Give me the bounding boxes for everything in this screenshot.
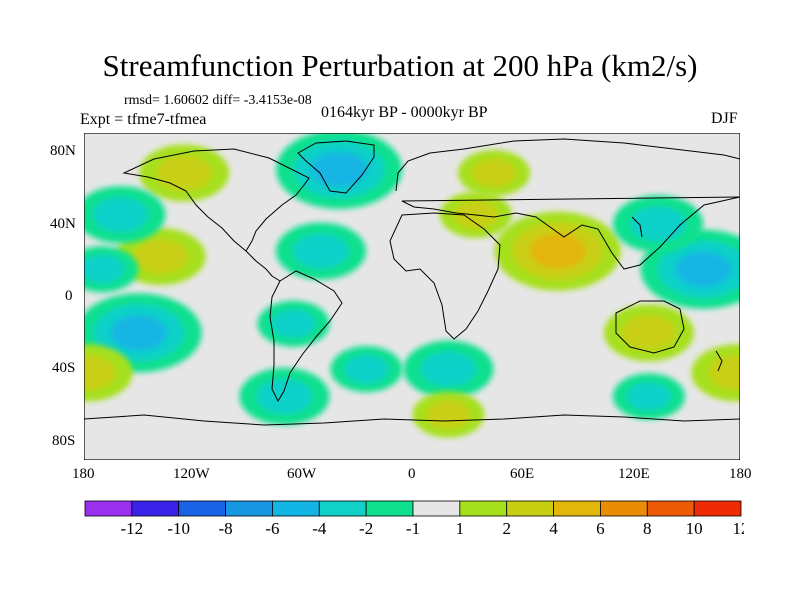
lat-label-0: 0 bbox=[65, 288, 73, 304]
anomaly-7 bbox=[257, 300, 330, 347]
anomaly-band bbox=[92, 197, 149, 233]
anomaly-band bbox=[708, 355, 740, 391]
coastlines bbox=[84, 138, 740, 426]
lon-label-180e: 180 bbox=[729, 466, 752, 482]
colorbar-box bbox=[272, 500, 320, 517]
anomaly-11 bbox=[412, 391, 485, 438]
anomaly-band bbox=[311, 151, 368, 187]
anomaly-18 bbox=[612, 373, 685, 420]
colorbar-box bbox=[693, 500, 742, 517]
map-title: Streamfunction Perturbation at 200 hPa (… bbox=[102, 48, 698, 83]
colorbar-label: -4 bbox=[312, 519, 327, 538]
anomaly-17 bbox=[603, 304, 694, 362]
anomaly-band bbox=[471, 158, 517, 188]
anomaly-16 bbox=[613, 195, 703, 253]
anomaly-band bbox=[132, 238, 189, 275]
anomaly-5 bbox=[276, 133, 403, 209]
colorbar-box bbox=[131, 500, 180, 517]
lat-label-80n: 80N bbox=[50, 143, 76, 159]
colorbar-box bbox=[506, 500, 554, 517]
anomaly-12 bbox=[458, 149, 530, 196]
colorbar-box bbox=[553, 500, 601, 517]
colorbar-label: 1 bbox=[456, 519, 465, 538]
colorbar-box bbox=[459, 500, 508, 517]
lon-label-120e: 120E bbox=[618, 466, 650, 482]
anomaly-band bbox=[630, 206, 686, 242]
coastline-japan bbox=[631, 216, 643, 238]
colorbar-box bbox=[646, 500, 695, 517]
experiment-label: Expt = tfme7-tfmea bbox=[80, 111, 207, 128]
anomaly-4 bbox=[84, 246, 139, 293]
colorbar-box bbox=[178, 500, 226, 517]
lon-label-60e: 60E bbox=[510, 466, 535, 482]
coastline-north-america bbox=[122, 148, 310, 252]
colorbar-label: 12 bbox=[733, 519, 745, 538]
coastline-greenland bbox=[297, 140, 375, 194]
lon-label-0: 0 bbox=[408, 466, 416, 482]
coastline-central-america bbox=[245, 250, 281, 282]
lon-label-180w: 180 bbox=[72, 466, 95, 482]
coastline-new-zealand bbox=[715, 350, 723, 372]
coastline-australia bbox=[615, 300, 685, 354]
anomaly-9 bbox=[239, 367, 330, 425]
colorbar-label: 10 bbox=[686, 519, 703, 538]
colorbar-label: -1 bbox=[406, 519, 420, 538]
anomaly-13 bbox=[494, 211, 621, 291]
colorbar-box bbox=[365, 500, 414, 517]
colorbar-label: -10 bbox=[167, 519, 190, 538]
anomaly-band bbox=[110, 315, 167, 351]
coastline-eurasia bbox=[395, 138, 740, 270]
colorbar-box bbox=[318, 500, 367, 517]
anomaly-layer bbox=[84, 133, 740, 438]
colorbar-label: -6 bbox=[265, 519, 279, 538]
anomaly-band bbox=[344, 355, 389, 384]
anomaly-8 bbox=[330, 346, 403, 393]
anomaly-3 bbox=[84, 293, 202, 373]
colorbar: -12-10-8-6-4-2-1124681012 bbox=[84, 500, 745, 538]
anomaly-6 bbox=[275, 222, 366, 280]
colorbar-label: -12 bbox=[121, 519, 144, 538]
anomaly-band bbox=[256, 378, 313, 414]
anomaly-10 bbox=[403, 340, 494, 398]
anomaly-band bbox=[271, 309, 316, 338]
colorbar-box bbox=[412, 500, 461, 517]
streamfunction-map bbox=[84, 133, 740, 460]
stats-text: rmsd= 1.60602 diff= -3.4153e-08 bbox=[124, 93, 312, 108]
colorbar-label: 8 bbox=[643, 519, 652, 538]
colorbar-label: -8 bbox=[218, 519, 232, 538]
anomaly-band bbox=[426, 400, 471, 429]
coastline-africa bbox=[389, 212, 501, 340]
colorbar-box bbox=[225, 500, 273, 517]
anomaly-band bbox=[84, 355, 116, 391]
lon-label-60w: 60W bbox=[287, 466, 317, 482]
period-label: 0164kyr BP - 0000kyr BP bbox=[321, 104, 488, 121]
anomaly-band bbox=[675, 251, 732, 287]
anomaly-0 bbox=[139, 144, 230, 202]
colorbar-label: -2 bbox=[359, 519, 373, 538]
colorbar-box bbox=[600, 500, 648, 517]
colorbar-box bbox=[84, 500, 133, 517]
coastline-south-america bbox=[269, 270, 343, 403]
anomaly-band bbox=[626, 382, 672, 411]
anomaly-2 bbox=[84, 186, 166, 244]
lat-label-40s: 40S bbox=[52, 360, 76, 376]
lon-label-120w: 120W bbox=[173, 466, 210, 482]
lat-label-40n: 40N bbox=[50, 216, 76, 232]
season-label: DJF bbox=[711, 110, 738, 127]
lat-label-80s: 80S bbox=[52, 433, 76, 449]
anomaly-band bbox=[529, 233, 586, 269]
anomaly-band bbox=[156, 155, 212, 191]
anomaly-20 bbox=[691, 344, 740, 402]
anomaly-band bbox=[621, 315, 677, 351]
colorbar-label: 4 bbox=[549, 519, 558, 538]
colorbar-label: 2 bbox=[502, 519, 511, 538]
anomaly-band bbox=[293, 233, 349, 269]
coastline-antarctica bbox=[84, 414, 740, 426]
anomaly-band bbox=[420, 351, 477, 387]
anomaly-19 bbox=[84, 344, 133, 402]
colorbar-label: 6 bbox=[596, 519, 605, 538]
anomaly-band bbox=[84, 255, 125, 284]
